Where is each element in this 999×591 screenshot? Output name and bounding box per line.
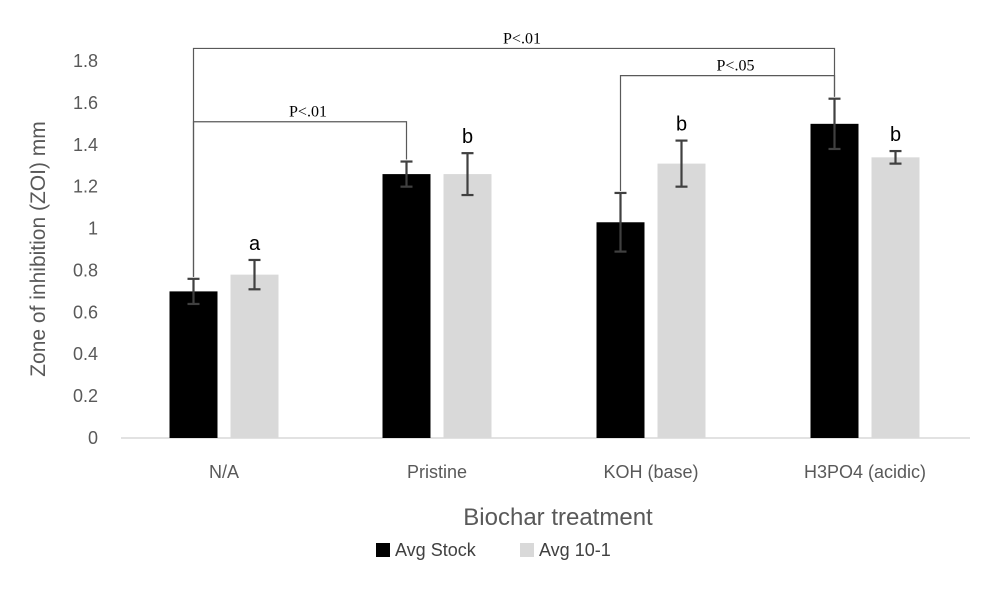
significance-bracket bbox=[192, 121, 408, 277]
significance-letter: b bbox=[462, 126, 473, 148]
legend-label-avg-stock: Avg Stock bbox=[395, 540, 477, 560]
error-bar bbox=[828, 97, 841, 151]
significance-letters: a b b b bbox=[249, 114, 901, 255]
significance-label: P<.01 bbox=[503, 30, 541, 47]
y-tick-label: 1 bbox=[88, 219, 98, 239]
significance-label: P<.05 bbox=[717, 58, 755, 75]
y-axis-title: Zone of inhibition (ZOI) mm bbox=[27, 121, 50, 377]
error-bar bbox=[461, 152, 474, 197]
x-tick-label: H3PO4 (acidic) bbox=[804, 462, 926, 482]
y-tick-label: 0.2 bbox=[73, 386, 98, 406]
y-tick-label: 0 bbox=[88, 428, 98, 448]
legend: Avg Stock Avg 10-1 bbox=[376, 540, 611, 560]
y-tick-label: 1.4 bbox=[73, 135, 98, 155]
y-tick-label: 0.8 bbox=[73, 260, 98, 280]
significance-brackets: P<.01 P<.05 P<.01 bbox=[192, 30, 836, 277]
significance-bracket bbox=[619, 75, 836, 191]
bar bbox=[443, 174, 492, 438]
bars bbox=[169, 123, 920, 438]
error-bar bbox=[187, 277, 200, 306]
error-bar bbox=[400, 160, 413, 188]
bar bbox=[169, 291, 218, 438]
error-bars bbox=[187, 97, 902, 306]
significance-letter: b bbox=[676, 114, 687, 136]
y-tick-label: 0.6 bbox=[73, 302, 98, 322]
error-bar bbox=[675, 139, 688, 188]
legend-swatch-avg-10-1 bbox=[520, 543, 534, 557]
x-tick-label: Pristine bbox=[407, 462, 467, 482]
y-tick-label: 1.2 bbox=[73, 177, 98, 197]
error-bar bbox=[614, 191, 627, 253]
significance-letter: a bbox=[249, 233, 261, 255]
x-axis-ticks: N/A Pristine KOH (base) H3PO4 (acidic) bbox=[209, 462, 926, 482]
bar bbox=[596, 222, 645, 438]
bar bbox=[810, 123, 859, 438]
significance-letter: b bbox=[890, 124, 901, 146]
significance-label: P<.01 bbox=[289, 104, 327, 121]
y-axis-ticks: 0 0.2 0.4 0.6 0.8 1 1.2 1.4 1.6 1.8 bbox=[73, 51, 98, 448]
bar bbox=[382, 174, 431, 438]
legend-label-avg-10-1: Avg 10-1 bbox=[539, 540, 611, 560]
y-tick-label: 1.6 bbox=[73, 93, 98, 113]
legend-swatch-avg-stock bbox=[376, 543, 390, 557]
x-axis-title: Biochar treatment bbox=[463, 504, 653, 531]
x-tick-label: N/A bbox=[209, 462, 239, 482]
bar bbox=[657, 163, 706, 438]
error-bar bbox=[889, 149, 902, 165]
x-tick-label: KOH (base) bbox=[603, 462, 698, 482]
bar bbox=[871, 157, 920, 438]
y-tick-label: 1.8 bbox=[73, 51, 98, 71]
bar bbox=[230, 274, 279, 438]
y-tick-label: 0.4 bbox=[73, 344, 98, 364]
error-bar bbox=[248, 258, 261, 291]
